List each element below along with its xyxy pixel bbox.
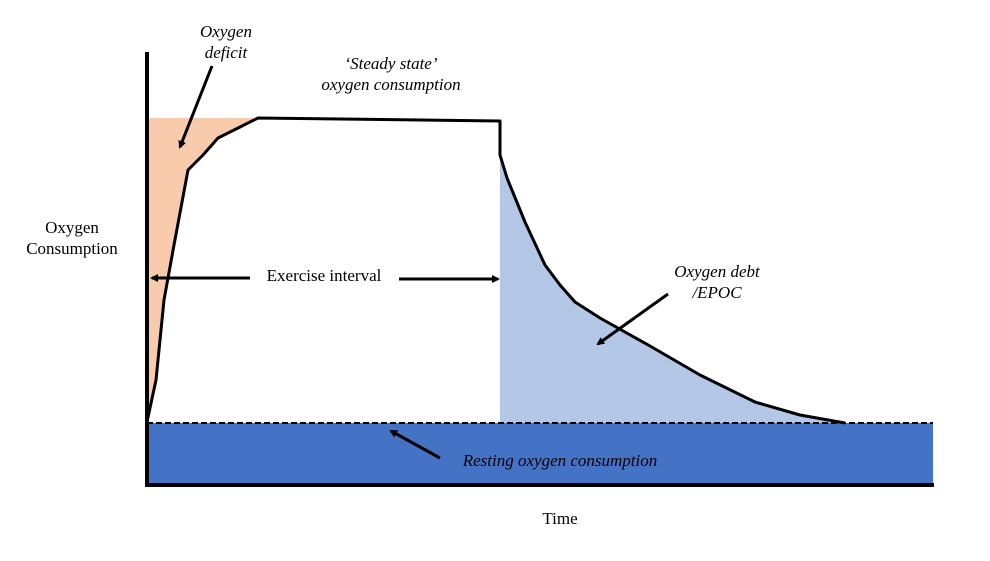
oxygen-debt-line1: Oxygen debt bbox=[674, 262, 760, 281]
oxygen-deficit-line1: Oxygen bbox=[200, 22, 252, 41]
steady-state-label: ‘Steady state’ oxygen consumption bbox=[296, 53, 486, 95]
oxygen-debt-label: Oxygen debt /EPOC bbox=[662, 261, 772, 303]
oxygen-debt-region bbox=[500, 155, 845, 423]
oxygen-deficit-label: Oxygen deficit bbox=[176, 21, 276, 63]
exercise-interval-label: Exercise interval bbox=[266, 266, 382, 285]
y-axis-label: Oxygen Consumption bbox=[18, 217, 126, 259]
oxygen-debt-line2: /EPOC bbox=[692, 283, 742, 302]
steady-state-line1: ‘Steady state’ bbox=[344, 54, 438, 73]
y-axis-label-line2: Consumption bbox=[26, 239, 118, 258]
x-axis-label: Time bbox=[542, 509, 578, 528]
oxygen-debt-arrow bbox=[596, 292, 669, 346]
steady-state-line2: oxygen consumption bbox=[321, 75, 461, 94]
y-axis-label-line1: Oxygen bbox=[45, 218, 99, 237]
resting-region bbox=[147, 423, 933, 485]
consumption-curve bbox=[145, 116, 846, 425]
oxygen-deficit-line2: deficit bbox=[204, 43, 248, 62]
resting-label: Resting oxygen consumption bbox=[462, 451, 658, 470]
resting-arrow bbox=[389, 429, 441, 460]
oxygen-deficit-region bbox=[147, 118, 258, 422]
oxygen-deficit-arrow bbox=[178, 65, 214, 149]
